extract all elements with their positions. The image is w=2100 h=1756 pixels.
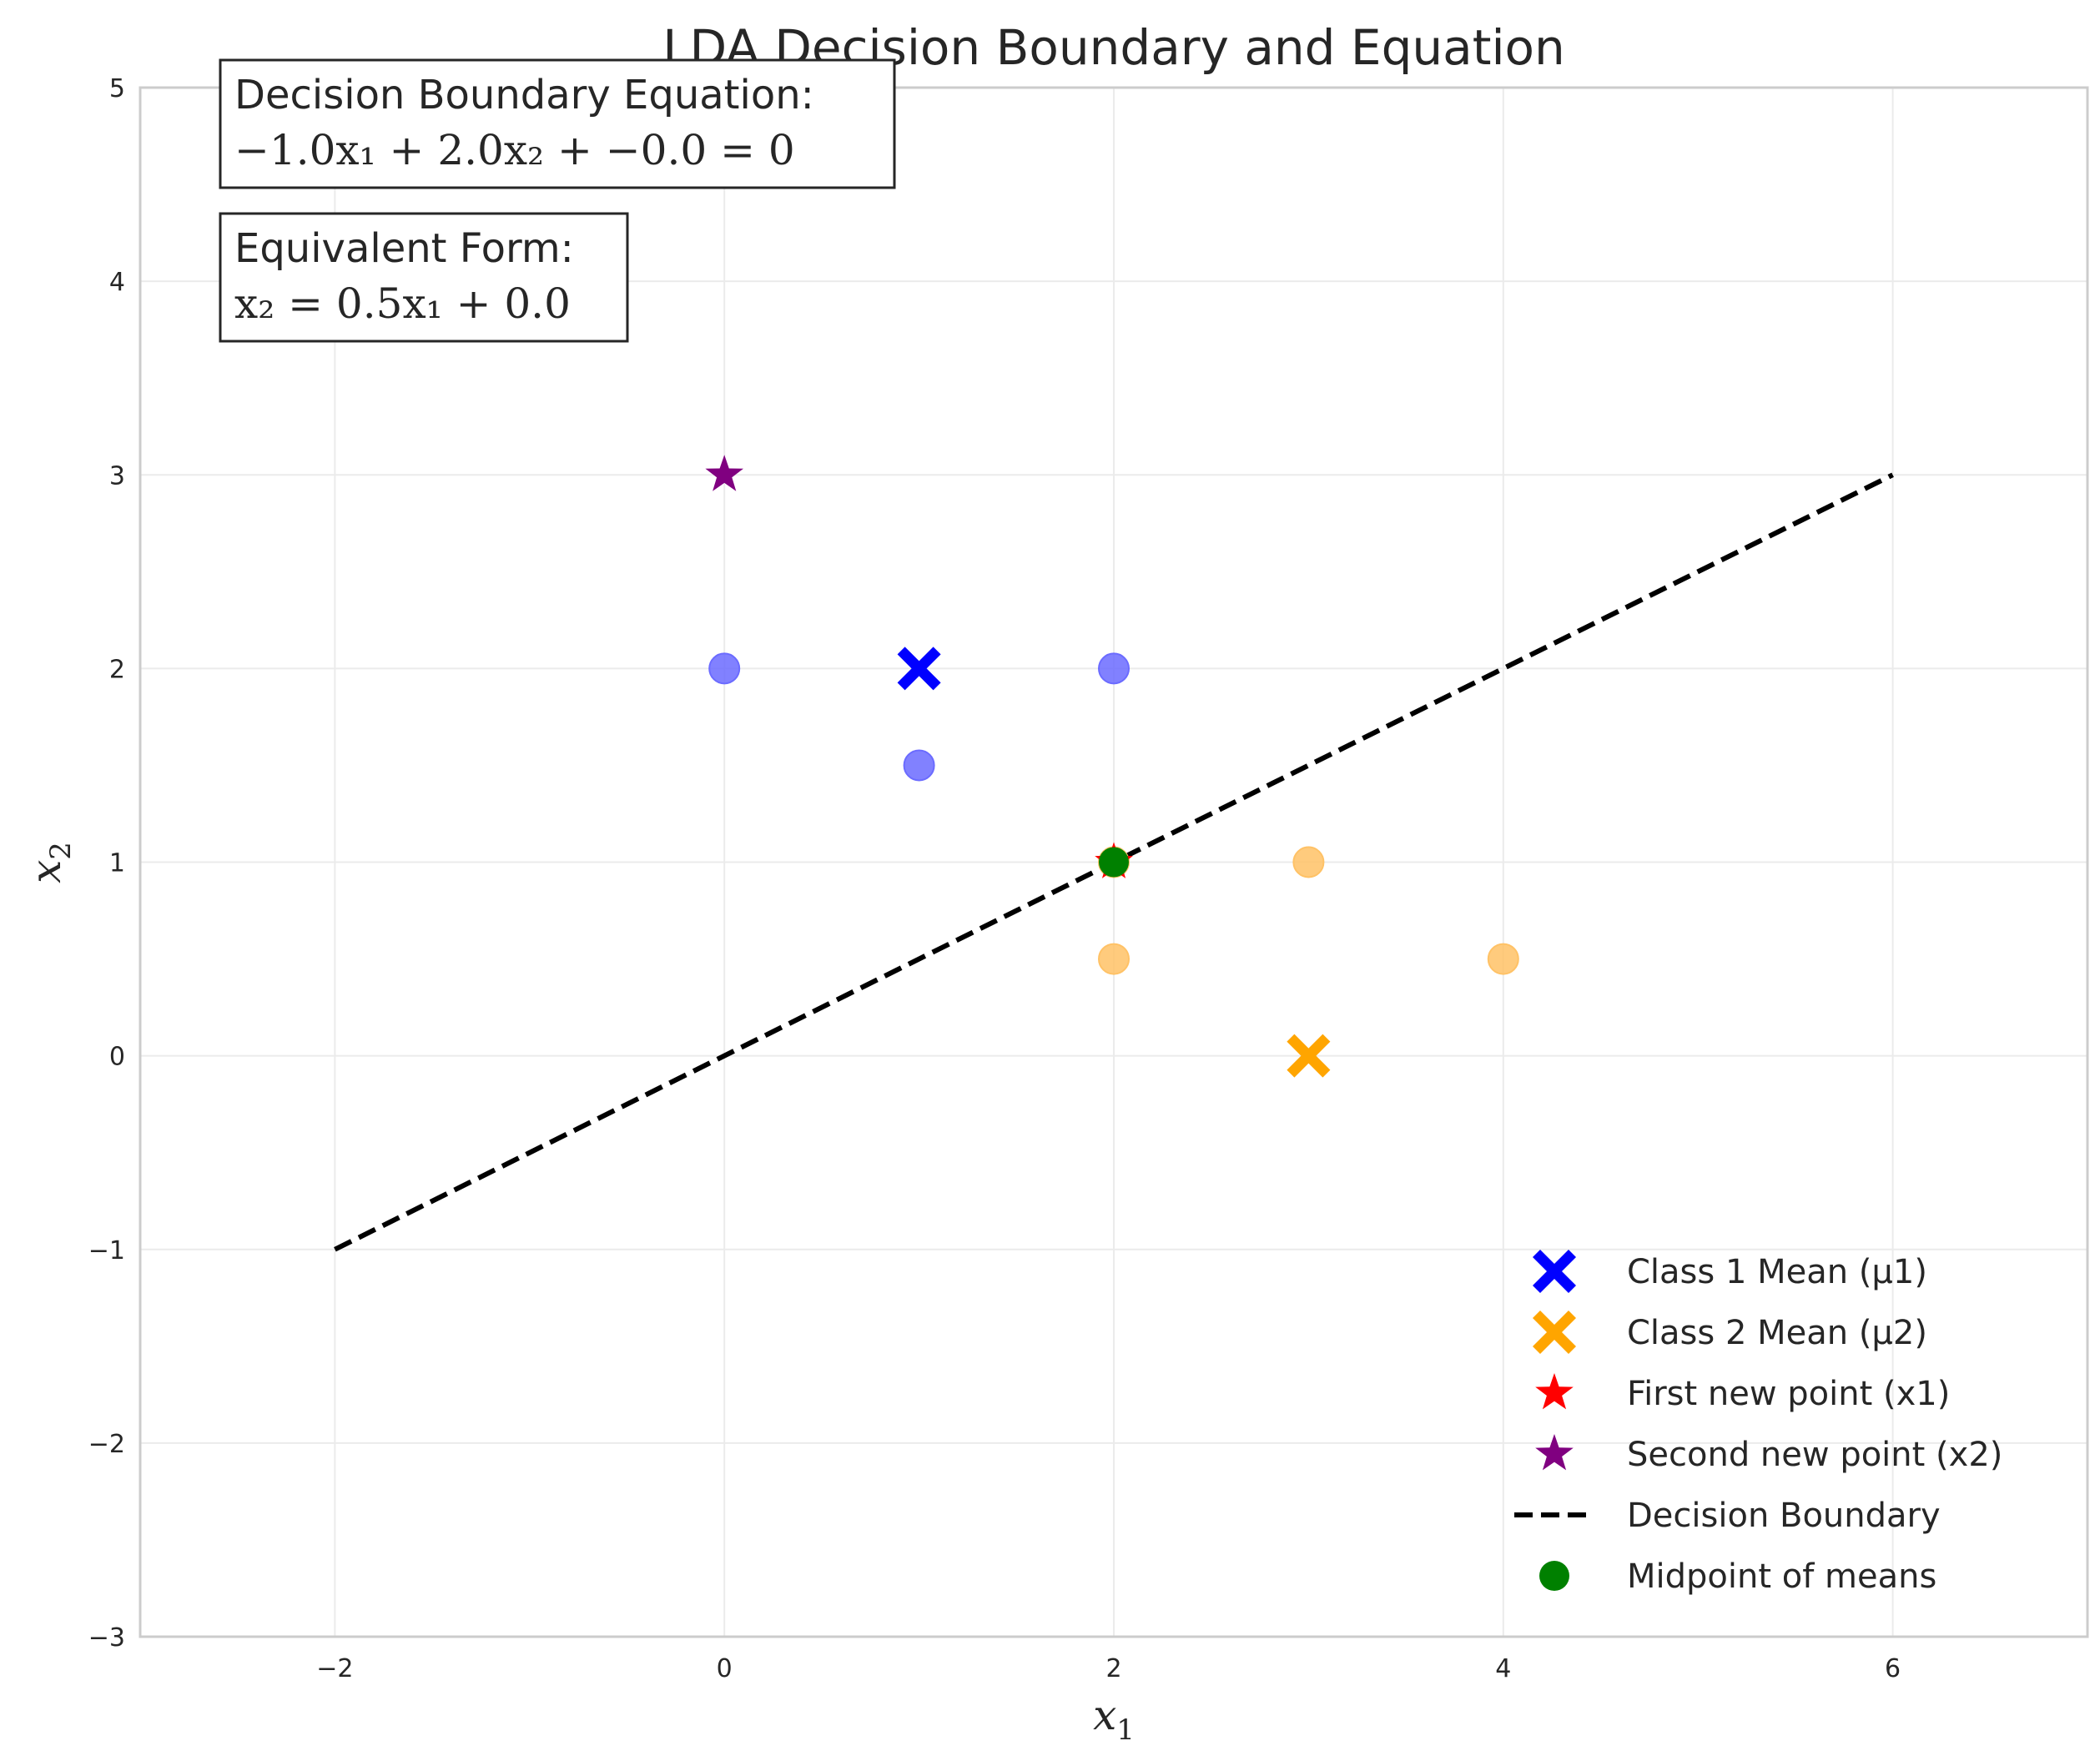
x-axis-label-subscript: 1 <box>1116 1713 1135 1747</box>
class-2-point <box>1487 943 1519 975</box>
class-2-point <box>1292 846 1325 878</box>
legend-label: Midpoint of means <box>1627 1557 1936 1596</box>
class-2-point <box>1098 943 1130 975</box>
y-axis-label: x2 <box>22 842 78 883</box>
x-tick-label: −2 <box>316 1654 353 1683</box>
legend-label: First new point (x1) <box>1627 1375 1950 1413</box>
x-tick-label: 6 <box>1885 1654 1901 1683</box>
class-1-mean-1-marker <box>897 647 941 691</box>
plot-area <box>334 455 1894 1252</box>
x-tick-label: 4 <box>1495 1654 1511 1683</box>
tick-labels: −2 0 2 4 6 −3 −2 −1 0 1 2 3 4 5 <box>88 74 1901 1683</box>
annotation-equation-frame <box>219 58 896 189</box>
annotation-equation-box: Decision Boundary Equation: −1.0x₁ + 2.0… <box>219 58 896 189</box>
annotation-equivalent-frame <box>219 212 629 343</box>
y-axis-label-base: x <box>22 860 70 883</box>
x-axis-label-base: x <box>1093 1691 1116 1739</box>
y-tick-label: −2 <box>88 1430 125 1459</box>
legend-marker <box>1535 1434 1574 1471</box>
annotation-equivalent-box: Equivalent Form: x₂ = 0.5x₁ + 0.0 <box>219 212 629 343</box>
y-tick-label: −3 <box>88 1623 125 1653</box>
legend-label: Class 1 Mean (μ1) <box>1627 1253 1927 1291</box>
class-2-mean-2-marker <box>1287 1034 1331 1078</box>
legend-label: Class 2 Mean (μ2) <box>1627 1314 1927 1352</box>
y-tick-label: 5 <box>109 74 125 103</box>
legend-marker <box>1533 1311 1576 1354</box>
x-axis-label: x1 <box>1093 1691 1135 1747</box>
second-new-point-x2-marker <box>705 455 743 491</box>
annotation-equivalent-formula: x₂ = 0.5x₁ + 0.0 <box>234 279 571 328</box>
legend-marker <box>1533 1250 1576 1293</box>
midpoint-of-means-marker <box>1099 847 1129 878</box>
y-tick-label: 3 <box>109 461 125 491</box>
legend-marker <box>1535 1373 1574 1410</box>
annotation-equation-heading: Decision Boundary Equation: <box>234 72 814 118</box>
class-1-point <box>708 652 741 685</box>
y-tick-label: 4 <box>109 268 125 297</box>
annotation-equation-formula: −1.0x₁ + 2.0x₂ + −0.0 = 0 <box>234 126 795 174</box>
legend-label: Decision Boundary <box>1627 1497 1941 1535</box>
x-tick-label: 0 <box>717 1654 733 1683</box>
y-axis-label-subscript: 2 <box>44 842 78 860</box>
y-tick-label: 2 <box>109 655 125 684</box>
annotation-equivalent-heading: Equivalent Form: <box>234 225 574 272</box>
y-tick-label: 0 <box>109 1043 125 1072</box>
class-1-point <box>903 749 935 782</box>
y-tick-label: −1 <box>88 1236 125 1265</box>
x-tick-label: 2 <box>1105 1654 1121 1683</box>
legend: Class 1 Mean (μ1) Class 2 Mean (μ2) First … <box>1514 1250 2002 1596</box>
y-tick-label: 1 <box>109 849 125 878</box>
legend-marker <box>1539 1561 1569 1591</box>
class-1-point <box>1098 652 1130 685</box>
legend-label: Second new point (x2) <box>1627 1436 2002 1474</box>
plot-frame <box>138 86 2089 1638</box>
